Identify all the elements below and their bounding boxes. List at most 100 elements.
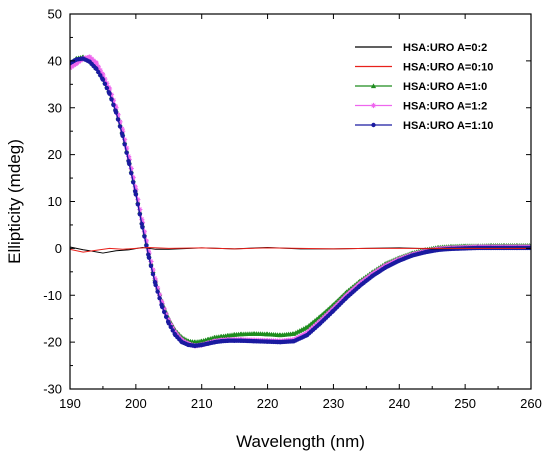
legend-item-hsa-uro-a-0-2: HSA:URO A=0:2 bbox=[355, 42, 487, 54]
plot-layer bbox=[70, 54, 531, 349]
series-point bbox=[117, 119, 123, 125]
x-axis-title: Wavelength (nm) bbox=[236, 432, 365, 451]
series-point bbox=[157, 295, 162, 301]
y-tick-label: 50 bbox=[48, 7, 62, 22]
series-point bbox=[156, 292, 163, 298]
y-axis-title: Ellipticity (mdeg) bbox=[5, 139, 24, 264]
series-point bbox=[117, 124, 123, 129]
series-point bbox=[161, 309, 167, 315]
series-point bbox=[131, 180, 136, 185]
series-point bbox=[141, 229, 148, 235]
series-point bbox=[113, 105, 119, 111]
x-tick-label: 250 bbox=[454, 396, 476, 411]
legend: HSA:URO A=0:2 HSA:URO A=0:10 HSA:URO A=1:0… bbox=[355, 42, 493, 132]
series-point bbox=[96, 69, 101, 75]
legend-marker bbox=[371, 122, 376, 128]
series-point bbox=[87, 54, 93, 60]
series-point bbox=[94, 66, 99, 72]
series-point bbox=[109, 97, 114, 102]
series-point bbox=[144, 243, 149, 248]
series-point bbox=[139, 216, 145, 222]
series-point bbox=[126, 153, 132, 160]
series-point bbox=[133, 192, 139, 197]
x-tick-label: 240 bbox=[388, 396, 410, 411]
series-point bbox=[111, 102, 116, 108]
axis-layer: 190 200 210 220 230 240 250 260 -30 -20 -10 0 10 20 30… bbox=[43, 7, 542, 412]
series-hsa-uro-a-0-10 bbox=[70, 246, 531, 253]
series-point bbox=[93, 60, 99, 66]
legend-item-hsa-uro-a-1-10: HSA:URO A=1:10 bbox=[355, 120, 493, 132]
legend-label: HSA:URO A=1:0 bbox=[403, 81, 487, 93]
series-point bbox=[152, 275, 158, 281]
series-point bbox=[129, 170, 134, 176]
series-point bbox=[122, 142, 127, 147]
series-point bbox=[146, 255, 152, 260]
legend-item-hsa-uro-a-0-10: HSA:URO A=0:10 bbox=[355, 62, 493, 74]
legend-item-hsa-uro-a-1-2: HSA:URO A=1:2 bbox=[355, 101, 487, 113]
series-point bbox=[115, 112, 121, 118]
series-point bbox=[163, 314, 169, 320]
series-point bbox=[122, 137, 128, 143]
series-point bbox=[165, 316, 171, 322]
series-point bbox=[100, 72, 106, 78]
series-point bbox=[150, 267, 156, 273]
series-point bbox=[145, 247, 151, 253]
series-point bbox=[98, 73, 103, 78]
series-point bbox=[104, 85, 110, 91]
series-point bbox=[130, 174, 136, 181]
series-point bbox=[119, 126, 125, 132]
series-point bbox=[166, 321, 171, 326]
series-point bbox=[128, 165, 134, 172]
series-point bbox=[124, 150, 129, 155]
legend-label: HSA:URO A=0:10 bbox=[403, 62, 493, 74]
series-point bbox=[132, 184, 138, 190]
series-point bbox=[170, 328, 175, 333]
series-point bbox=[113, 110, 119, 115]
y-tick-label: -10 bbox=[43, 288, 62, 303]
series-point bbox=[97, 67, 103, 73]
series-point bbox=[143, 238, 149, 244]
series-point bbox=[139, 221, 144, 227]
y-tick-label: 30 bbox=[48, 100, 62, 115]
series-point bbox=[154, 285, 161, 291]
series-point bbox=[150, 271, 156, 277]
series-point bbox=[140, 225, 145, 230]
legend-item-hsa-uro-a-1-0: HSA:URO A=1:0 bbox=[355, 81, 487, 93]
series-point bbox=[95, 64, 101, 70]
series-point bbox=[115, 117, 121, 122]
series-point bbox=[102, 81, 108, 87]
y-tick-label: -30 bbox=[43, 382, 62, 397]
series-point bbox=[137, 206, 143, 213]
y-tick-label: -20 bbox=[43, 335, 62, 350]
y-tick-label: 0 bbox=[55, 241, 62, 256]
legend-marker bbox=[370, 83, 377, 89]
series-hsa-uro-a-1-10 bbox=[70, 56, 531, 349]
y-tick-label: 40 bbox=[48, 53, 62, 68]
legend-label: HSA:URO A=1:2 bbox=[403, 101, 487, 113]
x-tick-label: 210 bbox=[191, 396, 213, 411]
series-point bbox=[137, 211, 143, 217]
series-point bbox=[153, 282, 158, 288]
series-point bbox=[127, 161, 132, 167]
series-point bbox=[91, 58, 97, 64]
series-point bbox=[107, 91, 112, 96]
y-tick-label: 10 bbox=[48, 194, 62, 209]
series-point bbox=[163, 311, 169, 317]
series-point bbox=[100, 77, 106, 82]
series-point bbox=[168, 321, 174, 328]
series-point bbox=[142, 234, 147, 239]
series-point bbox=[106, 86, 113, 92]
series-point bbox=[120, 128, 126, 134]
series-point bbox=[135, 197, 141, 203]
series-point bbox=[158, 298, 165, 305]
series-point bbox=[135, 202, 141, 207]
legend-label: HSA:URO A=0:2 bbox=[403, 42, 487, 54]
series-line-hsa-uro-a-0-10 bbox=[70, 246, 531, 253]
series-point bbox=[168, 324, 173, 330]
series-point bbox=[160, 304, 165, 310]
series-point bbox=[161, 306, 167, 312]
series-point bbox=[170, 325, 176, 331]
series-point bbox=[124, 145, 130, 151]
